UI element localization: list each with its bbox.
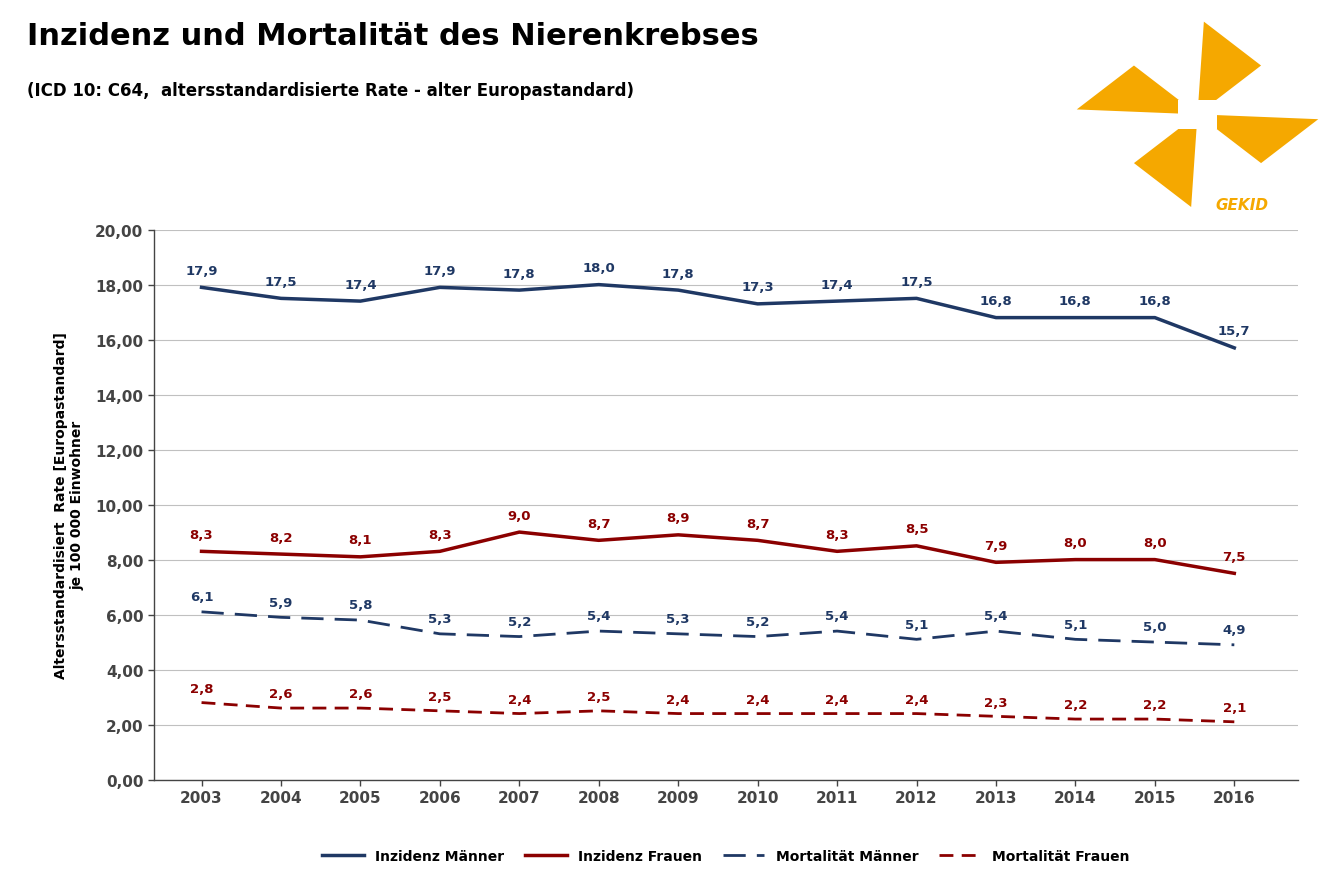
- Text: 4,9: 4,9: [1223, 624, 1246, 636]
- Legend: Inzidenz Männer, Inzidenz Frauen, Mortalität Männer, Mortalität Frauen: Inzidenz Männer, Inzidenz Frauen, Mortal…: [322, 850, 1129, 863]
- Text: 5,3: 5,3: [666, 612, 690, 626]
- Text: 9,0: 9,0: [507, 509, 531, 522]
- Text: 17,5: 17,5: [900, 276, 933, 289]
- Polygon shape: [1077, 66, 1198, 115]
- Text: GEKID: GEKID: [1215, 198, 1268, 213]
- Text: 2,5: 2,5: [587, 690, 610, 703]
- Text: 2,4: 2,4: [745, 693, 769, 706]
- Text: 5,2: 5,2: [507, 615, 531, 628]
- Text: 8,1: 8,1: [349, 533, 372, 547]
- Polygon shape: [1198, 23, 1262, 115]
- Text: 5,4: 5,4: [985, 610, 1008, 623]
- Text: 5,1: 5,1: [904, 618, 929, 631]
- Text: 2,1: 2,1: [1223, 702, 1246, 714]
- Text: 5,0: 5,0: [1143, 620, 1167, 633]
- Text: (ICD 10: C64,  altersstandardisierte Rate - alter Europastandard): (ICD 10: C64, altersstandardisierte Rate…: [27, 82, 634, 99]
- Text: 5,8: 5,8: [349, 599, 372, 611]
- Text: 5,4: 5,4: [587, 610, 610, 623]
- Polygon shape: [1179, 101, 1216, 130]
- Text: 2,4: 2,4: [904, 693, 929, 706]
- Text: 16,8: 16,8: [1139, 295, 1171, 307]
- Text: 2,2: 2,2: [1143, 698, 1167, 711]
- Text: 2,8: 2,8: [190, 682, 213, 696]
- Text: 8,5: 8,5: [904, 523, 929, 536]
- Text: 8,7: 8,7: [587, 517, 610, 531]
- Text: 7,9: 7,9: [985, 540, 1008, 552]
- Text: 8,3: 8,3: [428, 528, 452, 541]
- Text: 8,9: 8,9: [666, 512, 690, 525]
- Text: 17,9: 17,9: [424, 265, 456, 277]
- Text: 5,1: 5,1: [1064, 618, 1086, 631]
- Text: 8,7: 8,7: [745, 517, 769, 531]
- Text: 2,4: 2,4: [826, 693, 848, 706]
- Text: 15,7: 15,7: [1218, 325, 1251, 338]
- Text: 5,9: 5,9: [269, 596, 293, 609]
- Text: 5,3: 5,3: [428, 612, 452, 626]
- Text: 18,0: 18,0: [582, 262, 615, 275]
- Text: 17,8: 17,8: [503, 268, 535, 280]
- Text: 2,2: 2,2: [1064, 698, 1086, 711]
- Text: 16,8: 16,8: [1060, 295, 1092, 307]
- Text: 2,4: 2,4: [666, 693, 690, 706]
- Polygon shape: [1198, 115, 1318, 164]
- Text: 2,6: 2,6: [269, 688, 293, 701]
- Text: Inzidenz und Mortalität des Nierenkrebses: Inzidenz und Mortalität des Nierenkrebse…: [27, 22, 759, 51]
- Text: 17,9: 17,9: [185, 265, 218, 277]
- Text: 8,0: 8,0: [1064, 537, 1088, 549]
- Text: 6,1: 6,1: [190, 590, 213, 603]
- Text: 17,4: 17,4: [344, 278, 377, 291]
- Text: 17,5: 17,5: [265, 276, 297, 289]
- Text: 5,2: 5,2: [747, 615, 769, 628]
- Text: 8,0: 8,0: [1143, 537, 1167, 549]
- Text: 7,5: 7,5: [1223, 550, 1246, 563]
- Text: 5,4: 5,4: [826, 610, 848, 623]
- Text: 8,3: 8,3: [190, 528, 213, 541]
- Text: 8,2: 8,2: [269, 531, 293, 544]
- Text: 17,8: 17,8: [662, 268, 694, 280]
- Y-axis label: Altersstandardisiert  Rate [Europastandard]
je 100 000 Einwohner: Altersstandardisiert Rate [Europastandar…: [54, 331, 84, 679]
- Text: 16,8: 16,8: [979, 295, 1013, 307]
- Text: 2,3: 2,3: [985, 696, 1008, 709]
- Text: 2,5: 2,5: [428, 690, 451, 703]
- Text: 8,3: 8,3: [826, 528, 848, 541]
- Text: 17,3: 17,3: [741, 281, 773, 294]
- Text: 17,4: 17,4: [820, 278, 854, 291]
- Text: 2,4: 2,4: [507, 693, 531, 706]
- Text: 2,6: 2,6: [349, 688, 372, 701]
- Polygon shape: [1133, 115, 1198, 208]
